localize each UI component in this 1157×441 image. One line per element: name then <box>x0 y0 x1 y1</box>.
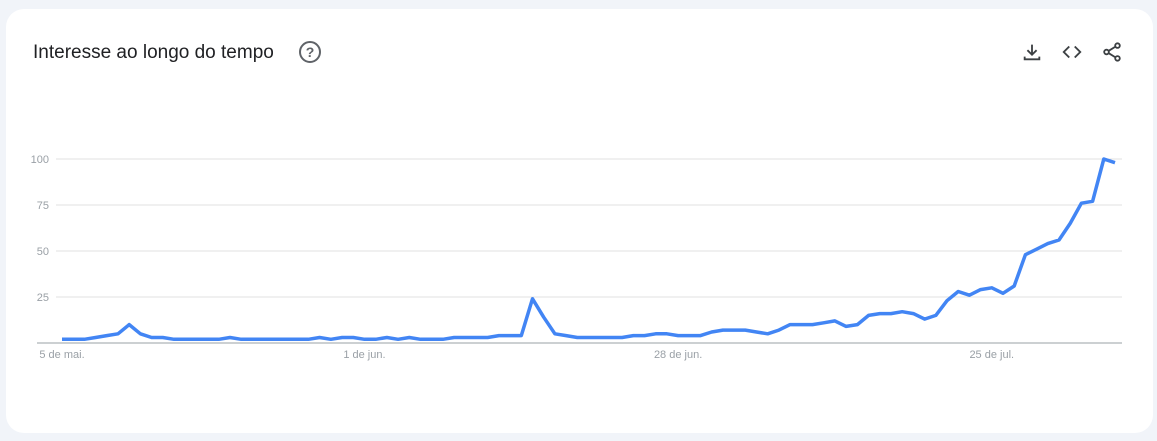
y-tick-label: 25 <box>37 292 49 304</box>
y-tick-label: 75 <box>37 200 49 212</box>
x-tick-label: 28 de jun. <box>654 349 702 361</box>
share-icon[interactable] <box>1101 41 1123 63</box>
y-tick-label: 50 <box>37 246 49 258</box>
help-circle-icon[interactable]: ? <box>299 41 321 63</box>
download-icon[interactable] <box>1021 41 1043 63</box>
series-line <box>62 157 1116 342</box>
chart-card: Interesse ao longo do tempo ? <box>6 9 1153 433</box>
y-tick-label: 100 <box>31 154 49 166</box>
chart-title: Interesse ao longo do tempo <box>33 42 274 63</box>
x-tick-label: 25 de jul. <box>969 349 1014 361</box>
x-tick-label: 5 de mai. <box>39 349 84 361</box>
embed-code-icon[interactable] <box>1061 41 1083 63</box>
x-tick-label: 1 de jun. <box>343 349 385 361</box>
